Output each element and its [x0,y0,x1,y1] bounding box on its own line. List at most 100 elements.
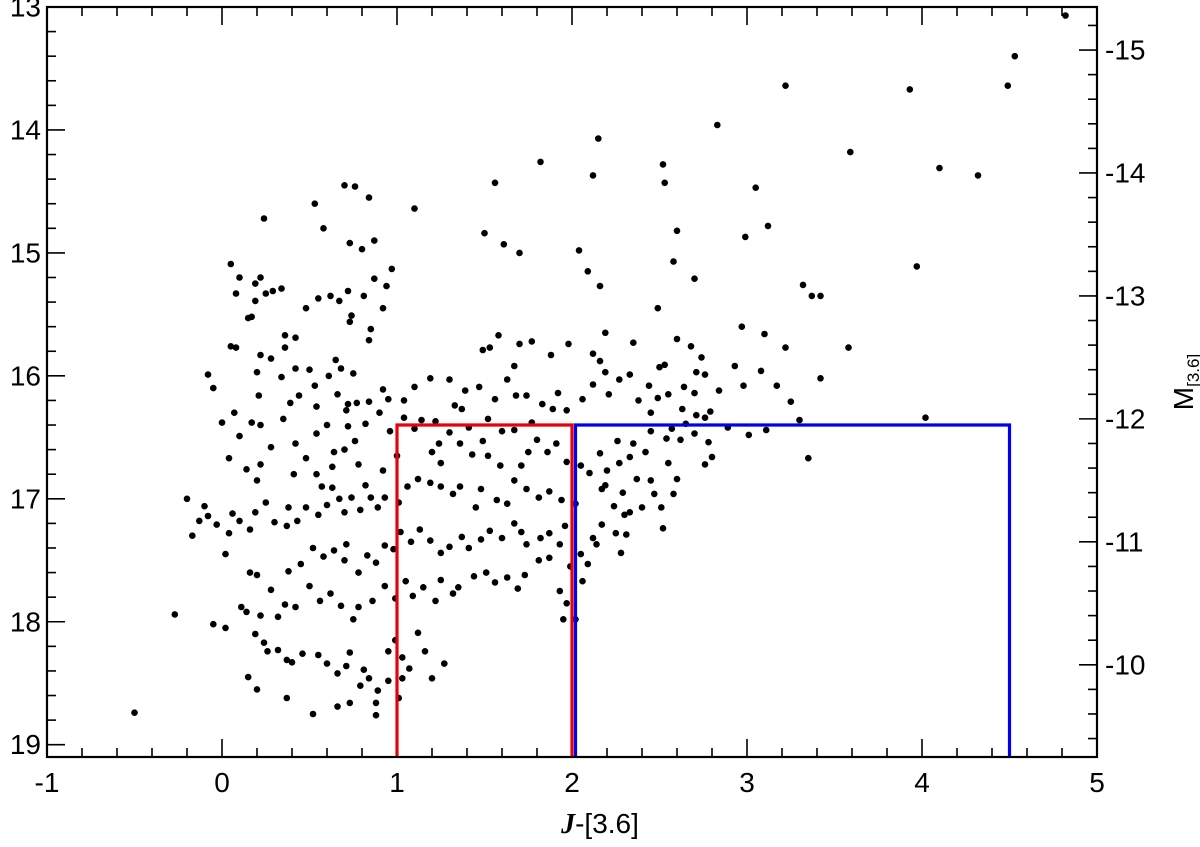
data-point [577,462,585,469]
data-point [315,651,322,659]
data-point [635,397,642,404]
data-point [665,459,672,467]
data-point [621,511,628,519]
data-point [381,494,389,501]
data-point [446,429,453,436]
data-point [817,375,824,382]
data-point [516,249,523,257]
data-point [500,241,508,248]
data-point [691,389,698,397]
data-point [523,541,530,548]
data-point [479,346,487,354]
data-point [525,448,532,456]
data-point [278,285,285,292]
data-point [658,504,665,511]
data-point [484,452,492,460]
data-point [341,509,348,516]
data-point [262,290,270,297]
data-point [416,526,424,533]
data-point [414,475,422,483]
data-point [281,332,289,339]
data-point [306,582,313,590]
data-point [441,660,448,667]
data-point [799,281,807,289]
data-point [329,484,336,492]
data-point [252,630,259,638]
data-point [428,448,436,456]
data-point [673,335,681,343]
data-point [687,343,695,350]
data-point [808,292,816,300]
data-point [461,387,469,394]
plot-frame [45,5,1099,759]
data-point [350,616,357,623]
x-tick-label: 1 [389,767,405,798]
data-point [309,710,317,718]
data-point [659,525,667,532]
data-point [708,453,716,461]
data-point [472,504,480,511]
data-point [379,467,387,474]
data-point [411,425,418,433]
data-point [680,383,688,391]
data-point [437,549,445,557]
data-point [360,666,368,673]
data-point [323,660,331,667]
data-point [707,408,714,415]
y-right-tick-label: -15 [1105,35,1145,66]
data-point [189,532,196,539]
data-point [421,648,429,655]
data-point [565,340,572,348]
data-point [787,398,795,406]
data-point [236,432,243,440]
data-point [493,496,501,504]
data-point [225,529,233,537]
data-point [731,362,739,370]
data-point [612,529,620,537]
data-point [449,590,457,597]
data-point [633,475,641,483]
data-point [302,304,310,312]
data-point [402,577,410,585]
data-point [257,461,264,468]
data-point [390,545,397,553]
data-point [385,395,392,403]
data-point [274,613,282,621]
data-point [353,399,361,407]
data-point [385,648,392,655]
data-point [511,520,518,527]
data-point [379,386,387,393]
data-point [337,365,345,372]
data-point [546,554,553,562]
data-point [400,414,408,422]
data-point [503,500,511,508]
data-point [231,409,238,417]
data-point [456,483,464,490]
data-point [528,338,536,345]
data-point [316,597,324,605]
data-point [656,363,663,371]
data-point [1062,12,1069,19]
data-point [252,297,259,305]
data-point [446,543,453,551]
y-axis-right-label: M[3.6] [1168,354,1200,410]
data-point [595,135,602,142]
data-point [420,584,427,591]
data-point [596,282,604,290]
data-point [511,426,518,434]
data-point [782,82,789,89]
data-point [351,437,359,445]
data-point [518,528,525,536]
data-point [248,313,255,321]
data-point [521,571,529,579]
data-point [553,440,560,447]
data-point [427,537,434,544]
data-point [535,557,543,564]
data-point [388,265,396,273]
data-point [334,670,341,677]
data-point [677,436,684,444]
data-point [589,381,597,388]
data-point [253,686,261,693]
data-point [288,659,296,666]
